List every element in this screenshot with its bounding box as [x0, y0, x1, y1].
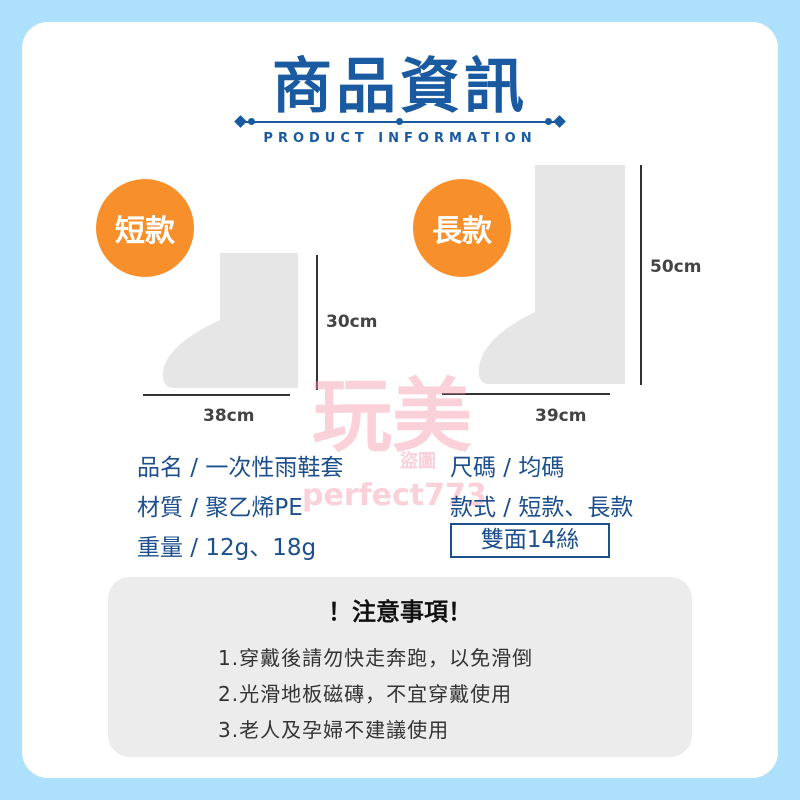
long-height-line	[640, 165, 642, 385]
spec-name: 品名 / 一次性雨鞋套	[137, 455, 344, 481]
watermark-logo: 玩美	[312, 370, 472, 463]
watermark-small: 盜圖	[400, 451, 436, 472]
long-shoe-cover-image	[478, 165, 625, 384]
note-item: 1.穿戴後請勿快走奔跑，以免滑倒	[218, 646, 534, 670]
short-height-line	[316, 255, 318, 390]
dot-ornament-icon	[248, 118, 255, 125]
short-height-label: 30cm	[326, 312, 378, 332]
dot-ornament-icon	[396, 118, 403, 125]
long-height-label: 50cm	[650, 257, 702, 277]
spec-size: 尺碼 / 均碼	[450, 455, 565, 481]
note-item: 3.老人及孕婦不建議使用	[218, 718, 450, 742]
notes-panel	[108, 577, 692, 757]
watermark-id: perfect773	[302, 478, 487, 513]
page-title: 商品資訊	[272, 52, 528, 122]
dot-ornament-icon	[545, 118, 552, 125]
short-shoe-cover-image	[162, 253, 298, 388]
short-width-label: 38cm	[203, 406, 255, 426]
thickness-badge: 雙面14絲	[450, 523, 610, 558]
short-width-line	[143, 394, 290, 396]
notes-title: ！注意事項！	[328, 598, 472, 626]
note-item: 2.光滑地板磁磚，不宜穿戴使用	[218, 682, 513, 706]
short-style-badge: 短款	[96, 179, 194, 277]
spec-weight: 重量 / 12g、18g	[137, 535, 317, 561]
spec-material: 材質 / 聚乙烯PE	[137, 495, 303, 521]
long-style-badge: 長款	[413, 179, 511, 277]
page-subtitle: PRODUCT INFORMATION	[263, 131, 537, 146]
spec-style: 款式 / 短款、長款	[450, 495, 634, 521]
long-width-label: 39cm	[535, 406, 587, 426]
long-width-line	[442, 393, 610, 395]
